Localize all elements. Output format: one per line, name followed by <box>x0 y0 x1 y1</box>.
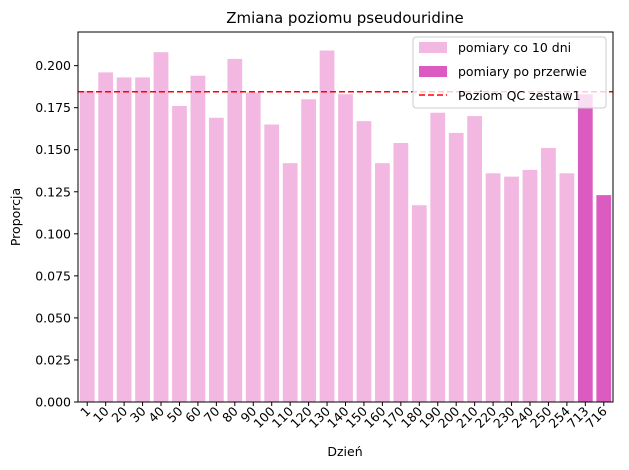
bar-day-200 <box>448 132 464 402</box>
bars-group <box>79 50 612 403</box>
bar-day-716 <box>596 195 612 402</box>
y-tick-label: 0.125 <box>35 184 71 199</box>
bar-day-130 <box>319 50 335 402</box>
y-tick-label: 0.100 <box>35 226 71 241</box>
bar-day-100 <box>264 124 280 402</box>
bar-day-210 <box>467 116 483 402</box>
bar-day-160 <box>375 163 390 402</box>
bar-day-140 <box>338 94 353 403</box>
y-axis-label: Proporcja <box>8 188 23 246</box>
bar-day-20 <box>116 77 132 402</box>
legend-swatch-after-break <box>419 66 447 77</box>
y-tick-label: 0.200 <box>35 58 71 73</box>
y-tick-label: 0.075 <box>35 268 71 283</box>
bar-day-254 <box>559 173 575 402</box>
x-tick-label: 1 <box>77 404 93 420</box>
x-tick-label: 716 <box>582 403 610 431</box>
bar-day-170 <box>393 143 409 402</box>
bar-day-220 <box>485 173 501 402</box>
bar-day-250 <box>541 148 556 402</box>
bar-day-240 <box>522 169 538 402</box>
y-tick-label: 0.000 <box>35 395 71 410</box>
bar-day-70 <box>208 117 224 402</box>
x-axis: 1102030405060708090100110120130140150160… <box>77 402 610 431</box>
bar-day-80 <box>227 58 243 403</box>
bar-day-230 <box>504 176 519 402</box>
y-tick-label: 0.050 <box>35 310 71 325</box>
y-tick-label: 0.150 <box>35 142 71 157</box>
x-axis-label: Dzień <box>327 444 362 459</box>
y-axis: 0.000 0.025 0.050 0.075 0.100 0.125 0.150 0.175… <box>35 58 78 410</box>
legend-label-qc: Poziom QC zestaw1 <box>458 88 581 103</box>
bar-day-90 <box>245 92 261 402</box>
y-tick-label: 0.025 <box>35 352 71 367</box>
bar-day-150 <box>356 121 372 403</box>
legend-swatch-regular <box>419 42 447 53</box>
bar-day-50 <box>172 106 187 402</box>
chart-title: Zmiana poziomu pseudouridine <box>226 9 464 27</box>
bar-day-190 <box>430 112 446 403</box>
bar-day-10 <box>98 72 114 402</box>
bar-day-40 <box>153 52 169 402</box>
legend-label-after-break: pomiary po przerwie <box>458 64 587 79</box>
legend: pomiary co 10 dni pomiary po przerwie Po… <box>412 36 607 109</box>
bar-day-30 <box>135 77 150 402</box>
plot-frame <box>77 31 614 403</box>
bar-day-110 <box>282 163 298 402</box>
bar-day-180 <box>411 205 427 402</box>
legend-label-regular: pomiary co 10 dni <box>458 40 571 55</box>
y-tick-label: 0.175 <box>35 100 71 115</box>
bar-day-713 <box>577 94 593 403</box>
legend-box <box>412 36 607 109</box>
bar-day-60 <box>190 75 206 403</box>
bar-day-1 <box>79 90 95 402</box>
bar-day-120 <box>301 99 316 402</box>
